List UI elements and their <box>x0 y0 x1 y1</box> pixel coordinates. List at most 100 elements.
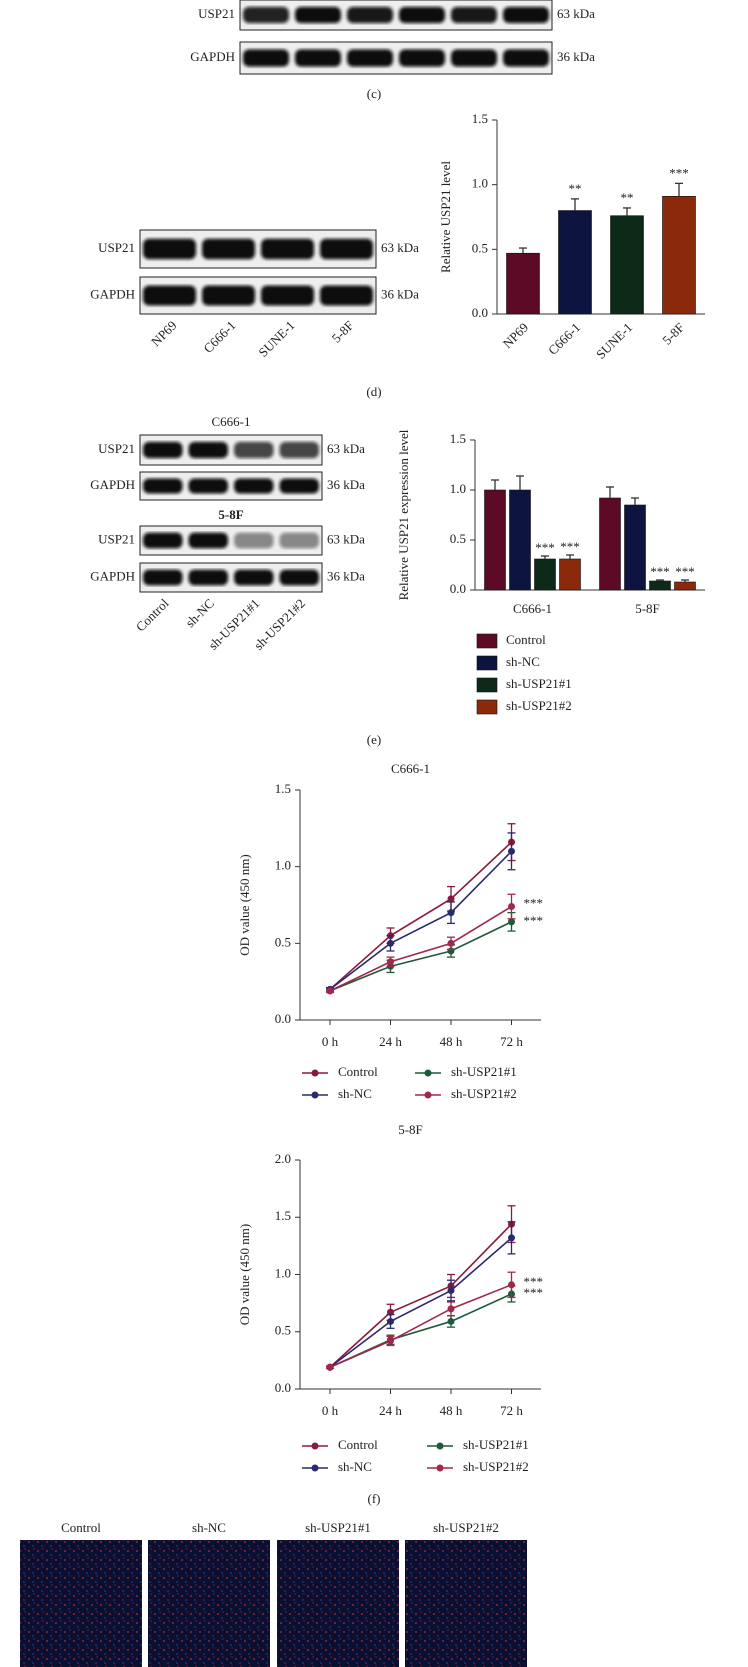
series-line <box>329 841 513 990</box>
x-tick-label: 72 h <box>500 1034 523 1049</box>
x-tick-label: C666-1 <box>545 320 583 358</box>
blot-band <box>503 6 549 24</box>
y-tick-label: 0.0 <box>275 1011 291 1026</box>
blot-kda: 36 kDa <box>381 286 419 301</box>
blot-row-label: GAPDH <box>90 477 135 492</box>
y-axis-label: OD value (450 nm) <box>237 1224 252 1325</box>
blot-row-label: GAPDH <box>190 49 235 64</box>
panel-label: (c) <box>367 86 381 101</box>
point <box>447 1305 455 1313</box>
blot-band <box>234 569 274 586</box>
bar <box>534 558 556 591</box>
lane-label: 5-8F <box>329 318 357 346</box>
point <box>447 895 455 903</box>
point <box>447 1317 455 1325</box>
y-axis-label: Relative USP21 level <box>438 161 453 273</box>
x-tick-label: 24 h <box>379 1034 402 1049</box>
bar <box>558 210 592 315</box>
blot-band <box>188 532 228 549</box>
significance: *** <box>535 540 555 555</box>
legend-swatch <box>476 677 498 693</box>
blot-band <box>399 6 445 24</box>
legend-label: sh-USP21#2 <box>451 1086 517 1101</box>
bar <box>509 489 531 591</box>
blot-band <box>279 532 319 549</box>
blot-band <box>202 238 255 260</box>
blot-band <box>202 285 255 306</box>
x-tick-label: 48 h <box>440 1034 463 1049</box>
blot-band <box>451 6 497 24</box>
lane-label: Control <box>133 595 172 634</box>
series-line <box>329 1223 513 1368</box>
blot-band <box>399 49 445 67</box>
point <box>508 1281 515 1289</box>
bar <box>649 580 671 591</box>
bar <box>599 497 621 591</box>
blot-band <box>188 569 228 586</box>
blot-title: C666-1 <box>212 414 251 429</box>
y-axis-label: OD value (450 nm) <box>237 854 252 955</box>
blot-row-label: USP21 <box>98 441 135 456</box>
y-tick-label: 1.5 <box>450 431 466 446</box>
series-line <box>329 1284 512 1368</box>
bar <box>484 489 506 591</box>
blot-band <box>143 285 196 306</box>
lane-label: SUNE-1 <box>255 318 297 360</box>
y-tick-label: 0.5 <box>472 240 488 255</box>
legend-label: Control <box>338 1064 378 1079</box>
y-tick-label: 1.0 <box>275 858 291 873</box>
point <box>387 1337 394 1345</box>
image-label: sh-NC <box>192 1520 226 1535</box>
y-axis-label: Relative USP21 expression level <box>396 429 411 600</box>
series-line <box>329 905 512 992</box>
blot-frame <box>239 0 553 31</box>
image-label: Control <box>61 1520 101 1535</box>
y-tick-label: 0.5 <box>275 1323 291 1338</box>
bar <box>506 252 540 315</box>
bar <box>559 558 581 591</box>
legend-label: sh-NC <box>338 1459 372 1474</box>
significance: ** <box>569 181 582 196</box>
legend-label: sh-USP21#1 <box>463 1437 529 1452</box>
legend-label: sh-USP21#1 <box>506 676 572 691</box>
legend-marker <box>311 1442 319 1450</box>
panel-label: (e) <box>367 732 381 747</box>
blot-kda: 36 kDa <box>557 49 595 64</box>
x-tick-label: NP69 <box>500 320 532 352</box>
bar <box>610 215 644 315</box>
legend-label: sh-NC <box>506 654 540 669</box>
y-tick-label: 1.5 <box>275 781 291 796</box>
blot-band <box>143 478 183 494</box>
series-line <box>329 850 513 990</box>
significance: *** <box>524 1274 544 1289</box>
blot-band <box>143 238 196 260</box>
legend-marker <box>436 1464 444 1472</box>
bar <box>662 196 696 315</box>
x-tick-label: 5-8F <box>659 320 687 348</box>
y-tick-label: 1.0 <box>450 481 466 496</box>
blot-band <box>320 285 373 306</box>
series-line <box>329 921 512 992</box>
blot-band <box>279 569 319 586</box>
image-label: sh-USP21#2 <box>433 1520 499 1535</box>
blot-row-label: USP21 <box>198 6 235 21</box>
blot-band <box>347 6 393 24</box>
panel-label: (f) <box>368 1491 381 1506</box>
significance: *** <box>669 165 689 180</box>
blot-band <box>188 441 228 459</box>
y-tick-label: 0.0 <box>450 581 466 596</box>
legend-label: sh-USP21#2 <box>463 1459 529 1474</box>
legend-marker <box>436 1442 444 1450</box>
x-tick-label: 5-8F <box>635 601 660 616</box>
y-tick-label: 1.0 <box>472 176 488 191</box>
blot-band <box>143 569 183 586</box>
point <box>447 939 455 947</box>
point <box>508 1234 515 1242</box>
blot-band <box>261 238 314 260</box>
significance: *** <box>524 896 544 911</box>
legend-label: Control <box>338 1437 378 1452</box>
legend-marker <box>424 1069 432 1077</box>
micrograph <box>405 1540 527 1667</box>
legend-label: sh-USP21#2 <box>506 698 572 713</box>
